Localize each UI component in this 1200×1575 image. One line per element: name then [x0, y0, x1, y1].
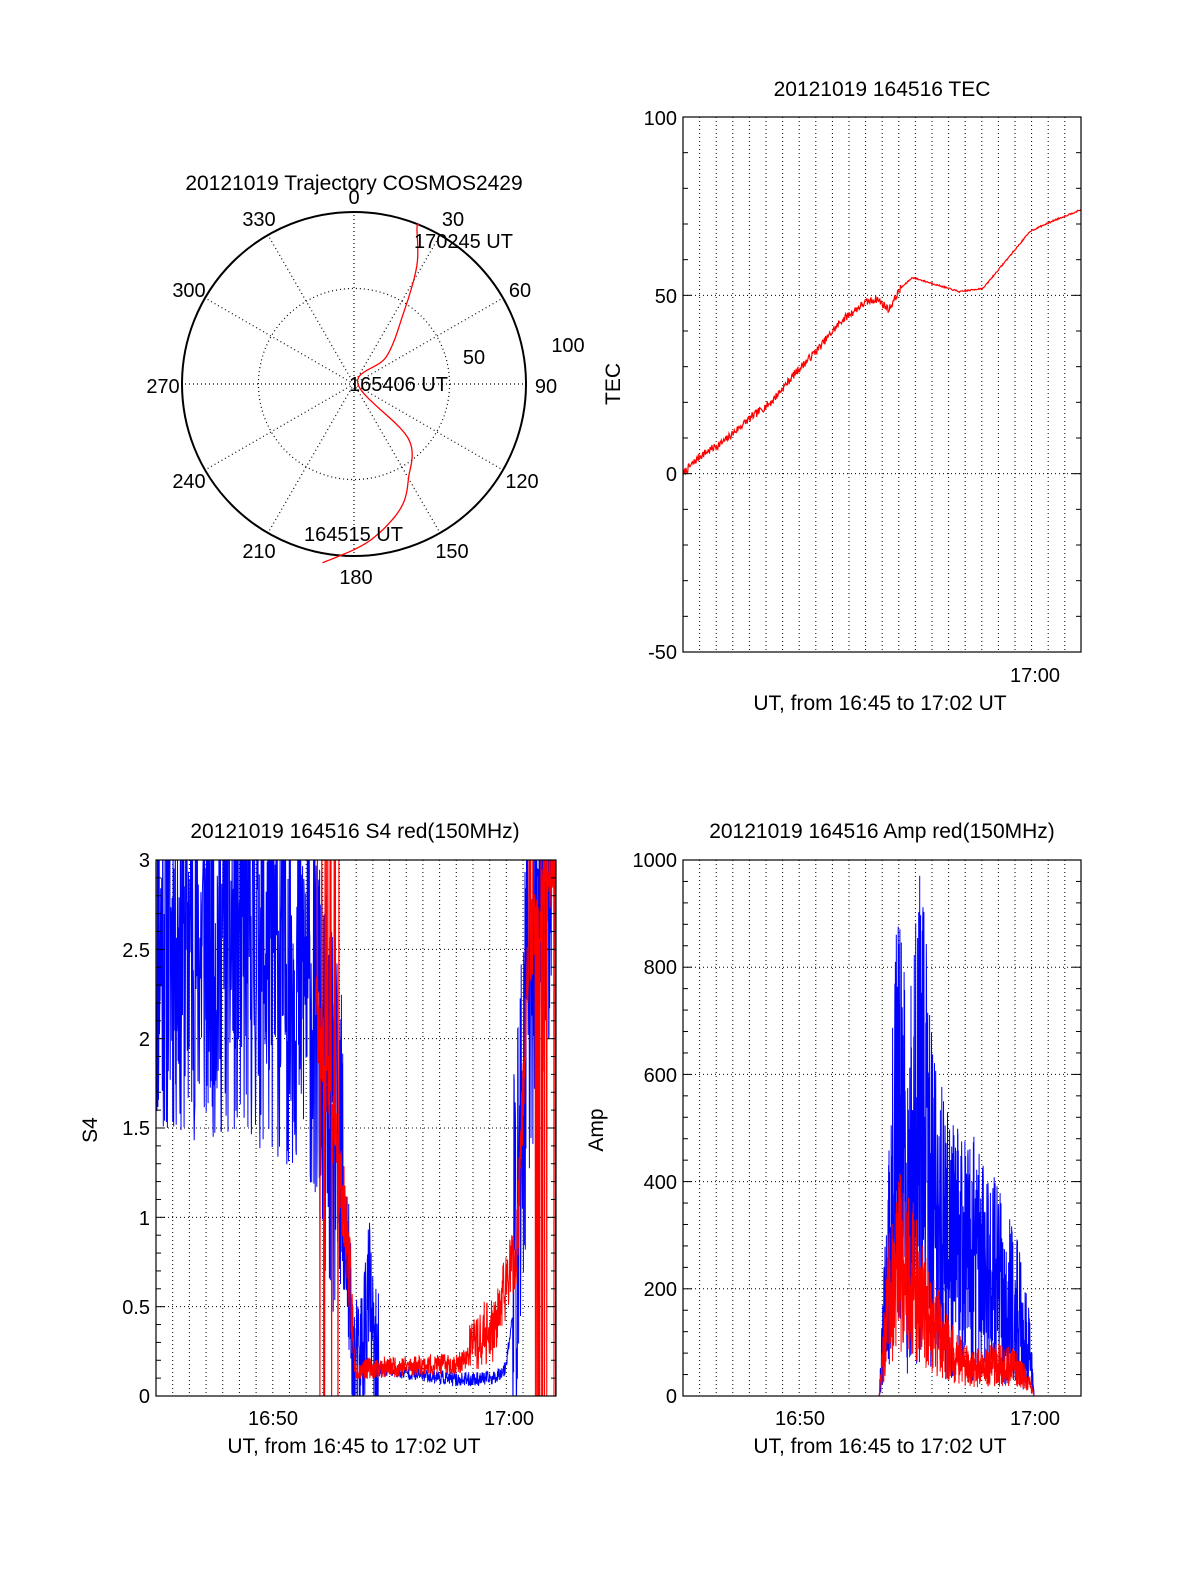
radius-label-50: 50 — [463, 347, 485, 369]
s4-chart: 20121019 164516 S4 red(150MHz) 0 0.5 1 1… — [79, 820, 557, 1458]
tec-title: 20121019 164516 TEC — [774, 78, 991, 101]
amp-ytick: 200 — [644, 1279, 677, 1301]
s4-series-blue — [156, 860, 556, 1396]
s4-ytick: 2.5 — [122, 940, 150, 962]
tec-ytick: 100 — [644, 108, 677, 130]
amp-ylabel: Amp — [585, 1108, 608, 1151]
s4-ylabel: S4 — [79, 1117, 102, 1143]
tec-grid — [683, 117, 1081, 652]
tec-series-red — [682, 209, 1082, 476]
s4-ytick: 1 — [139, 1208, 150, 1230]
tec-xlabel: UT, from 16:45 to 17:02 UT — [753, 692, 1006, 715]
s4-ytick: 0.5 — [122, 1297, 150, 1319]
tec-ytick: 0 — [666, 464, 677, 486]
s4-xtick: 16:50 — [248, 1408, 298, 1430]
s4-series-red — [315, 860, 556, 1396]
polar-spoke — [204, 383, 355, 471]
trajectory-end-label: 170245 UT — [414, 231, 513, 253]
tec-ytick: -50 — [648, 642, 677, 664]
polar-title: 20121019 Trajectory COSMOS2429 — [185, 172, 522, 195]
tec-ytick: 50 — [655, 286, 677, 308]
s4-ytick: 0 — [139, 1386, 150, 1408]
amp-ytick: 400 — [644, 1172, 677, 1194]
amp-title: 20121019 164516 Amp red(150MHz) — [709, 820, 1055, 843]
az-label-180: 180 — [339, 567, 372, 589]
tec-minor-ticks — [683, 152, 1081, 617]
amp-xtick: 17:00 — [1010, 1408, 1060, 1430]
az-label-30: 30 — [442, 209, 464, 231]
polar-ring — [257, 287, 451, 481]
az-label-210: 210 — [242, 541, 275, 563]
amp-ytick: 0 — [666, 1386, 677, 1408]
polar-spoke — [267, 234, 355, 385]
amp-series-red — [683, 1174, 1081, 1396]
az-label-0: 0 — [348, 187, 359, 209]
polar-spoke — [204, 297, 355, 385]
tec-chart: 20121019 164516 TEC -50 0 50 100 17:00 U… — [602, 78, 1082, 715]
s4-xlabel: UT, from 16:45 to 17:02 UT — [227, 1435, 480, 1458]
trajectory-line — [322, 223, 419, 564]
amp-ytick: 1000 — [633, 850, 678, 872]
s4-xtick: 17:00 — [484, 1408, 534, 1430]
polar-spoke — [267, 383, 355, 534]
trajectory-start-label: 164515 UT — [304, 524, 403, 546]
az-label-330: 330 — [242, 209, 275, 231]
az-label-270: 270 — [146, 376, 179, 398]
amp-plot-area — [683, 875, 1081, 1396]
polar-spoke — [353, 383, 441, 534]
polar-horizon-circle — [181, 211, 527, 557]
amp-xtick: 16:50 — [775, 1408, 825, 1430]
s4-ytick: 3 — [139, 850, 150, 872]
polar-grid — [182, 212, 526, 556]
tec-xtick: 17:00 — [1010, 665, 1060, 687]
az-label-150: 150 — [435, 541, 468, 563]
az-label-300: 300 — [172, 280, 205, 302]
radius-label-100: 100 — [551, 335, 584, 357]
polar-spoke — [353, 297, 504, 385]
s4-plot-area — [156, 860, 556, 1396]
amp-series-blue — [683, 875, 1081, 1396]
s4-title: 20121019 164516 S4 red(150MHz) — [190, 820, 519, 843]
amp-minor-ticks — [683, 880, 1081, 1376]
trajectory-mid-label: 165406 UT — [349, 374, 448, 396]
tec-ylabel: TEC — [602, 363, 625, 405]
amp-plot-frame — [682, 859, 1082, 1397]
s4-ytick: 1.5 — [122, 1118, 150, 1140]
polar-spoke — [353, 234, 441, 385]
az-label-90: 90 — [535, 376, 557, 398]
polar-chart: 20121019 Trajectory COSMOS2429 0 30 60 9… — [146, 172, 584, 589]
s4-minor-ticks — [156, 877, 556, 1379]
az-label-60: 60 — [509, 280, 531, 302]
az-label-240: 240 — [172, 471, 205, 493]
amp-ytick: 800 — [644, 957, 677, 979]
tec-plot-frame — [682, 116, 1082, 653]
amp-chart: 20121019 164516 Amp red(150MHz) 0 200 40… — [585, 820, 1082, 1458]
amp-xlabel: UT, from 16:45 to 17:02 UT — [753, 1435, 1006, 1458]
amp-ytick: 600 — [644, 1065, 677, 1087]
az-label-120: 120 — [505, 471, 538, 493]
polar-spoke — [353, 383, 504, 471]
s4-ytick: 2 — [139, 1029, 150, 1051]
